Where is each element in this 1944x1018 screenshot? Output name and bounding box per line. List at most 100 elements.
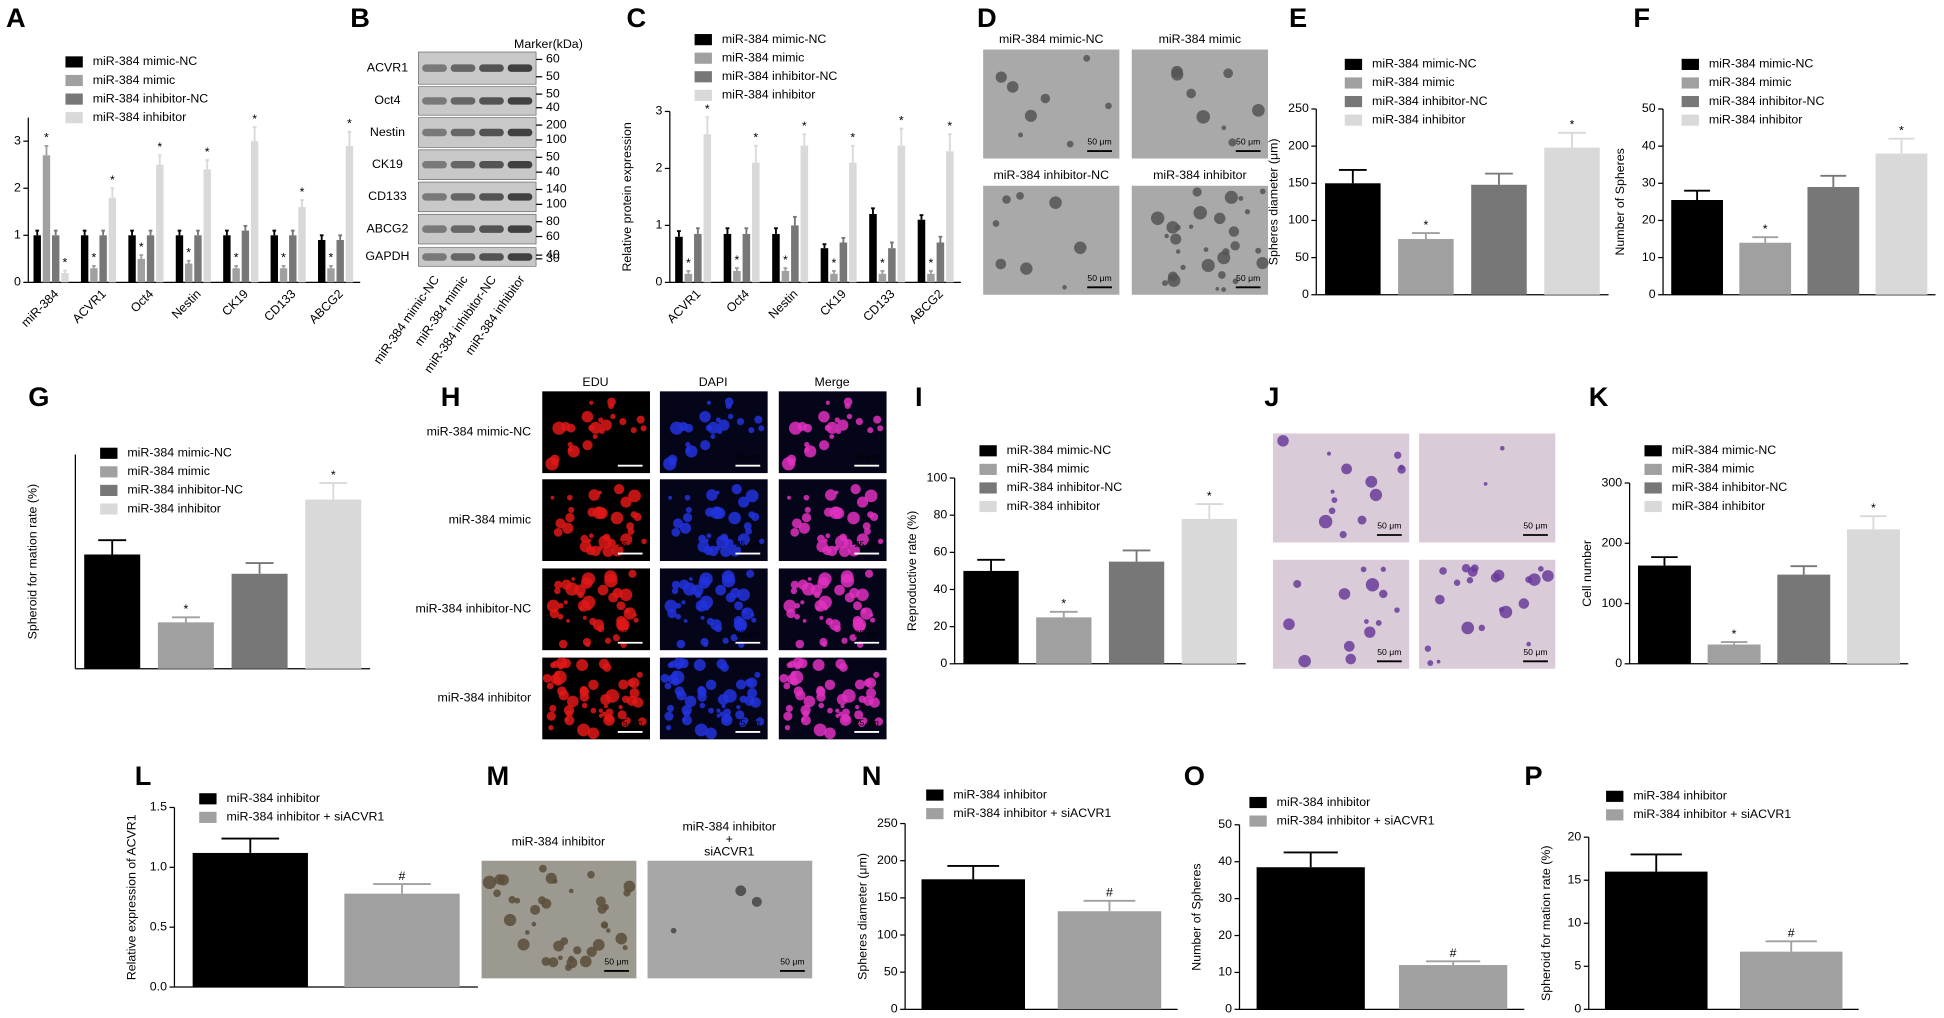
cell xyxy=(598,713,604,718)
cell xyxy=(617,710,627,720)
y-tick-label: 250 xyxy=(1288,101,1309,115)
legend-label: miR-384 mimic xyxy=(127,464,210,478)
error-bar xyxy=(774,227,778,234)
cell xyxy=(783,711,793,721)
error-bar xyxy=(300,199,304,208)
cell xyxy=(693,659,706,672)
legend-label: miR-384 inhibitor xyxy=(1277,795,1371,809)
bar xyxy=(1637,565,1691,664)
significance: * xyxy=(1570,118,1575,132)
bar xyxy=(137,258,145,283)
y-tick-label: 100 xyxy=(927,470,948,484)
error-bar xyxy=(1426,960,1481,966)
error-bar xyxy=(695,227,700,234)
bar xyxy=(742,233,751,283)
cell xyxy=(850,484,861,495)
y-tick-label: 15 xyxy=(1568,872,1582,886)
y-tick-label: 3 xyxy=(14,133,21,147)
error-bar xyxy=(783,267,788,271)
cell xyxy=(683,710,691,718)
legend-label: miR-384 mimic-NC xyxy=(1709,57,1814,71)
marker-label: 50 xyxy=(546,69,560,83)
bar xyxy=(936,242,945,283)
x-tick-label: CD133 xyxy=(261,287,298,324)
cell xyxy=(795,690,806,701)
legend-swatch xyxy=(1344,58,1363,70)
cell xyxy=(508,895,516,904)
cell xyxy=(1230,241,1240,251)
cell xyxy=(783,599,797,613)
error-bar xyxy=(319,234,324,241)
y-tick-label: 10 xyxy=(1218,965,1232,979)
legend-swatch xyxy=(199,811,217,823)
cell xyxy=(588,533,594,539)
cell xyxy=(840,704,845,709)
legend-label: miR-384 inhibitor-NC xyxy=(1007,480,1123,494)
x-tick-label: Oct4 xyxy=(724,287,752,315)
scale-label: 50 μm xyxy=(780,957,804,967)
bar xyxy=(90,268,98,283)
cell xyxy=(682,715,693,726)
cell xyxy=(747,687,758,699)
scale-label: 50 μm xyxy=(1087,137,1111,147)
cell xyxy=(824,489,837,501)
cell xyxy=(801,512,812,523)
cell xyxy=(715,417,722,423)
error-bar xyxy=(63,269,67,273)
cell xyxy=(864,489,878,503)
cell xyxy=(694,723,708,737)
cell xyxy=(736,417,745,426)
cell xyxy=(730,587,741,599)
cell xyxy=(1339,530,1347,539)
bar xyxy=(897,145,906,283)
error-bar xyxy=(82,229,87,236)
y-tick-label: 30 xyxy=(1642,176,1656,190)
legend-swatch xyxy=(979,482,997,494)
error-bar xyxy=(177,229,182,236)
blot-band xyxy=(507,128,533,137)
panel-label: H xyxy=(441,381,461,412)
cell xyxy=(1217,251,1231,265)
y-axis-label: Spheres diameter (μm) xyxy=(1266,138,1280,265)
blot-band xyxy=(479,253,504,261)
micrograph xyxy=(983,49,1120,159)
legend-label: miR-384 mimic xyxy=(93,73,176,87)
cell xyxy=(835,713,840,718)
legend-label: miR-384 inhibitor xyxy=(1709,112,1803,126)
blot-band xyxy=(479,193,504,201)
panel-label: G xyxy=(28,381,49,412)
cell xyxy=(531,921,537,927)
bar xyxy=(820,248,829,283)
cell xyxy=(586,538,592,543)
cell xyxy=(708,545,719,557)
bar xyxy=(336,240,344,283)
cell xyxy=(736,704,741,710)
cell xyxy=(721,704,726,709)
cell xyxy=(1436,659,1441,664)
blot-row-label: Oct4 xyxy=(374,93,400,107)
significance: * xyxy=(44,131,49,145)
bar xyxy=(185,263,193,283)
cell xyxy=(628,489,641,503)
cell xyxy=(1327,451,1331,456)
cell xyxy=(573,946,582,955)
cell xyxy=(1357,515,1367,525)
cell xyxy=(710,619,722,631)
error-bar xyxy=(245,562,274,574)
error-bar xyxy=(822,243,827,249)
error-bar xyxy=(148,229,153,236)
cell xyxy=(700,615,705,620)
column-label: EDU xyxy=(582,375,608,389)
y-tick-label: 0.0 xyxy=(150,979,167,993)
y-tick-label: 3 xyxy=(655,104,662,118)
blot-band xyxy=(450,64,476,72)
blot-row-label: ACVR1 xyxy=(367,60,408,74)
bar xyxy=(327,268,335,283)
cell xyxy=(580,534,589,543)
cell xyxy=(995,71,1007,83)
cell xyxy=(704,606,710,611)
bar xyxy=(791,225,799,283)
error-bar xyxy=(725,227,730,234)
legend-swatch xyxy=(1249,815,1267,827)
y-tick-label: 10 xyxy=(1568,916,1582,930)
